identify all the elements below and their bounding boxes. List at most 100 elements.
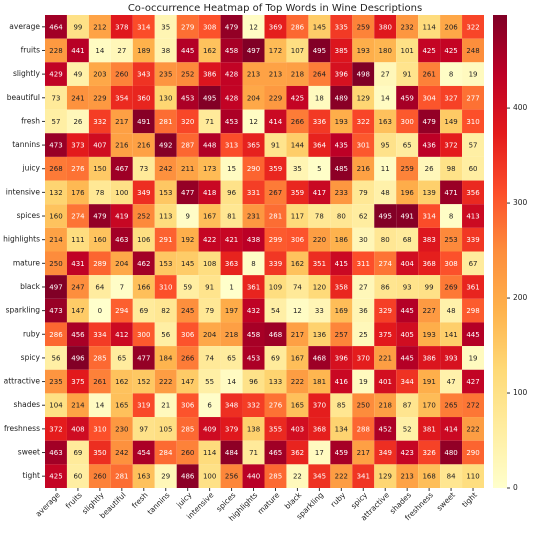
cell [242, 156, 265, 181]
cell-label: 368 [313, 425, 326, 433]
cell [220, 156, 243, 181]
cell-label: 261 [93, 378, 106, 386]
cell-label: 259 [400, 165, 413, 173]
cell [132, 180, 155, 205]
cell [418, 275, 441, 299]
cell [440, 109, 463, 134]
cell [154, 346, 177, 370]
x-tick-label: tannins [146, 490, 172, 516]
cell [330, 156, 353, 181]
cell-label: 414 [269, 118, 283, 126]
cell-label: 85 [337, 402, 346, 410]
cell-label: 464 [49, 23, 63, 31]
cell [286, 204, 309, 228]
cell [110, 298, 133, 323]
cell [264, 275, 287, 299]
cell [418, 251, 441, 276]
cell-label: 145 [313, 23, 326, 31]
cell [66, 251, 89, 276]
cell [440, 180, 463, 205]
cell [396, 227, 419, 252]
cell [132, 227, 155, 252]
y-tick-label: attractive [4, 377, 41, 386]
cell-label: 479 [93, 213, 106, 221]
cell-label: 233 [335, 189, 348, 197]
cell-label: 445 [181, 47, 194, 55]
cell-label: 96 [227, 189, 236, 197]
cell [330, 393, 353, 418]
cell-label: 213 [269, 71, 282, 79]
cell-label: 386 [422, 354, 436, 362]
cell [330, 227, 353, 252]
cell [198, 322, 221, 347]
x-tick-label: sweet [435, 490, 457, 512]
cell [308, 322, 331, 347]
cell [110, 275, 133, 299]
cell [418, 156, 441, 181]
cell [462, 38, 484, 63]
cell-label: 332 [247, 402, 260, 410]
y-tick-label: fresh [21, 116, 40, 125]
cell-label: 326 [422, 449, 436, 457]
cell-label: 454 [137, 449, 151, 457]
cell-label: 445 [400, 307, 413, 315]
cell-label: 260 [93, 473, 106, 481]
cell [264, 298, 287, 323]
cell-label: 289 [93, 260, 106, 268]
cell [308, 204, 331, 228]
cell-label: 167 [291, 354, 304, 362]
cell-label: 281 [159, 118, 172, 126]
cell-label: 306 [181, 402, 195, 410]
cell [440, 464, 463, 488]
cell [462, 180, 484, 205]
cell-label: 7 [120, 283, 124, 291]
cell [132, 346, 155, 370]
cell [264, 180, 287, 205]
y-tick-label: tannins [12, 140, 40, 149]
cell-label: 59 [183, 283, 192, 291]
cell-label: 412 [115, 331, 128, 339]
cell [374, 227, 397, 252]
cell-label: 193 [357, 47, 370, 55]
cell-label: 334 [93, 331, 107, 339]
cell-label: 27 [117, 47, 126, 55]
cell-label: 189 [137, 47, 150, 55]
cell [154, 322, 177, 347]
cell-label: 241 [71, 94, 84, 102]
cell-label: 242 [115, 449, 128, 457]
cell-label: 351 [313, 260, 326, 268]
cell-label: 120 [313, 283, 326, 291]
cell-label: 114 [203, 449, 217, 457]
cell-label: 114 [422, 23, 436, 31]
cell-label: 60 [469, 165, 478, 173]
cell [462, 227, 484, 252]
cell-label: 9 [185, 213, 189, 221]
cell [176, 133, 199, 157]
cell [330, 369, 353, 394]
cell [110, 85, 133, 110]
cell [330, 417, 353, 441]
cell-label: 130 [159, 94, 172, 102]
cell-label: 230 [115, 425, 128, 433]
cell-label: 339 [269, 260, 282, 268]
cell-label: 106 [137, 236, 151, 244]
cell-label: 299 [269, 236, 282, 244]
cell-label: 136 [313, 331, 327, 339]
x-tick-label: ruby [329, 490, 348, 509]
cell-label: 12 [249, 23, 258, 31]
y-tick-label: spicy [21, 353, 41, 362]
cell-label: 141 [444, 331, 457, 339]
cell [45, 38, 67, 63]
cell [66, 440, 89, 465]
cell [396, 417, 419, 441]
cell [418, 85, 441, 110]
cell-label: 108 [203, 260, 216, 268]
cell [66, 275, 89, 299]
cell [264, 227, 287, 252]
cell-label: 96 [249, 378, 258, 386]
cell-label: 286 [49, 331, 63, 339]
cell [132, 440, 155, 465]
cell-label: 306 [291, 236, 305, 244]
cell [374, 62, 397, 86]
cell [45, 464, 67, 488]
